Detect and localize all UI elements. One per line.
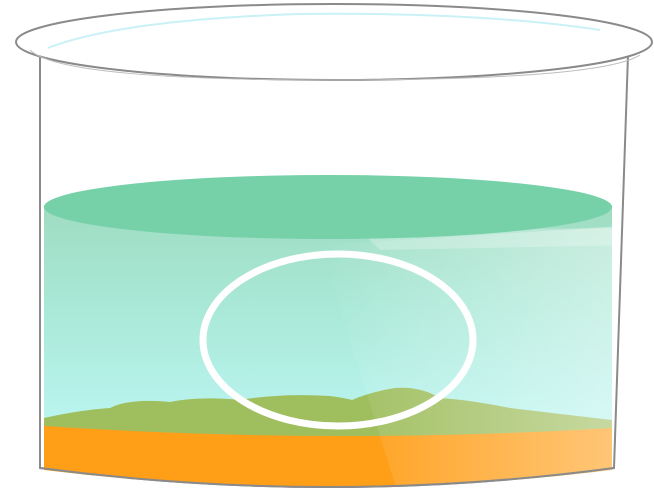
observation-circle xyxy=(199,250,477,430)
beaker-bottom-outline xyxy=(39,467,615,488)
beaker-rim-highlight xyxy=(47,12,601,49)
beaker-rim-inner-shadow xyxy=(29,49,641,81)
glass-reflection-highlight xyxy=(320,225,626,488)
liquid-surface xyxy=(44,175,612,239)
beaker-rim xyxy=(15,3,653,81)
